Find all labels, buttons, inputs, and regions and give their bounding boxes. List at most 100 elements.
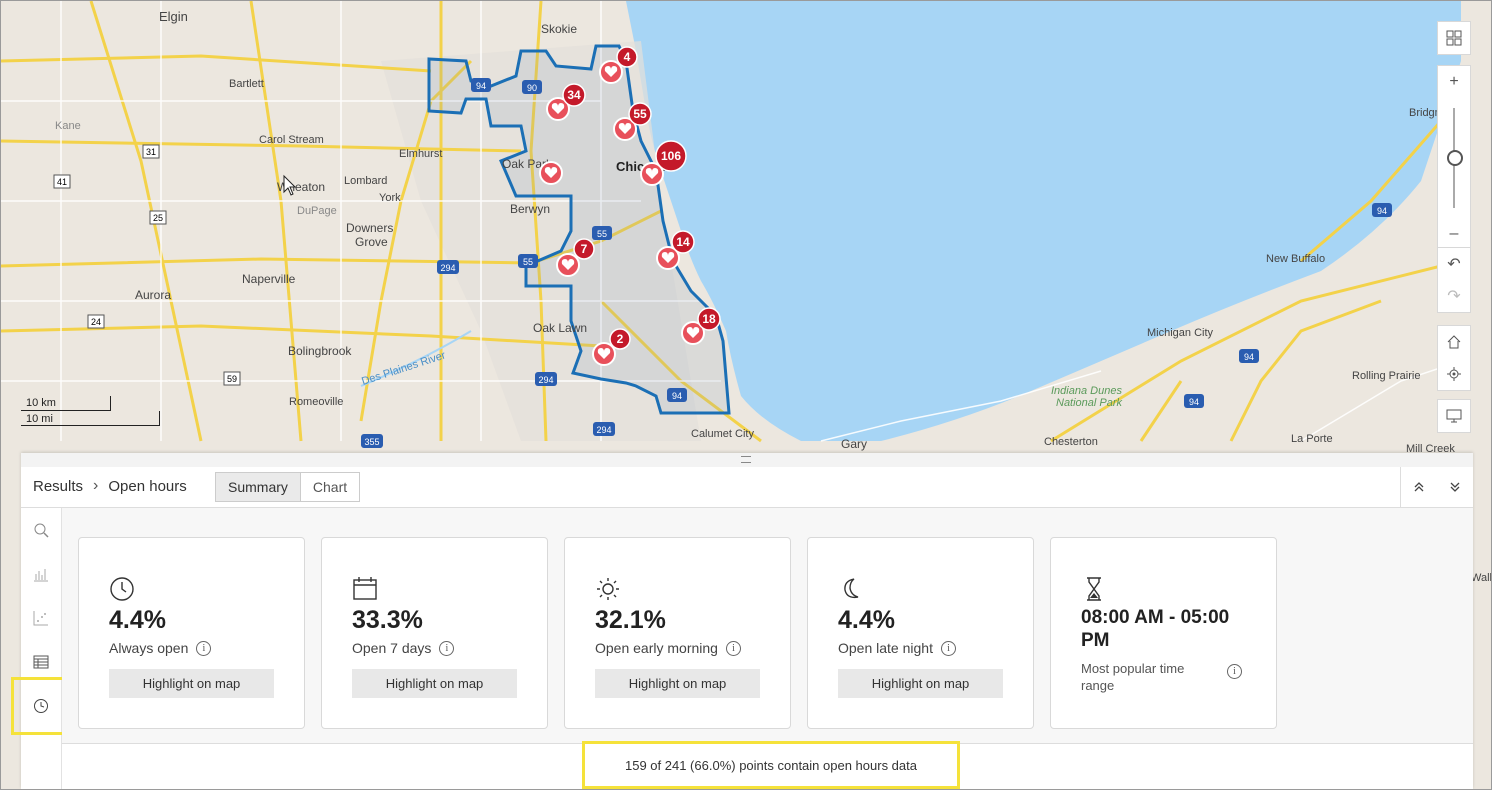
breadcrumb-results[interactable]: Results [33,477,84,495]
grid-icon[interactable] [1438,22,1470,54]
svg-text:Bridgm: Bridgm [1409,107,1444,119]
svg-text:94: 94 [672,391,682,401]
svg-text:294: 294 [440,263,455,273]
info-icon[interactable]: i [1227,664,1242,679]
card-open-7-days: 33.3% Open 7 days i Highlight on map [321,537,548,729]
tab-chart[interactable]: Chart [312,479,348,495]
cluster-badge: 106 [655,140,687,172]
svg-text:Oak Park: Oak Park [502,157,553,171]
moon-icon [838,576,864,607]
lake-michigan [626,1,1461,441]
cluster-badges[interactable]: 4 34 55 106 14 7 18 2 [562,46,721,350]
svg-text:90: 90 [527,83,537,93]
svg-text:18: 18 [702,312,716,326]
svg-text:94: 94 [476,81,486,91]
results-panel: Results › Open hours Summary Chart [11,453,1473,789]
svg-text:La Porte: La Porte [1291,433,1333,445]
highlight-button[interactable]: Highlight on map [352,669,517,698]
card-label: Open 7 days i [352,640,455,656]
card-always-open: 4.4% Always open i Highlight on map [78,537,305,729]
card-value: 4.4% [838,606,895,634]
cluster-badge: 7 [573,238,595,260]
scale-mi: 10 mi [21,411,160,426]
svg-text:Naperville: Naperville [242,272,296,286]
cluster-badge: 14 [671,230,695,254]
navigation-control [1437,325,1471,391]
info-icon[interactable]: i [940,640,956,656]
grip-icon [741,456,751,463]
clock-icon [109,576,135,607]
svg-text:94: 94 [1244,352,1254,362]
svg-text:Skokie: Skokie [541,22,577,36]
open-hours-coverage-text: 159 of 241 (66.0%) points contain open h… [582,741,960,789]
svg-text:94: 94 [1377,206,1387,216]
card-value: 32.1% [595,606,666,634]
hourglass-icon [1081,576,1107,607]
screen-control [1437,399,1471,433]
collapse-down-icon[interactable] [1437,467,1473,507]
panel-header: Results › Open hours Summary Chart [21,467,1473,508]
svg-text:14: 14 [676,235,690,249]
svg-text:Walke: Walke [1471,572,1492,584]
cluster-badge: 4 [616,46,638,68]
card-open-early-morning: 32.1% Open early morning i Highlight on m… [564,537,791,729]
zoom-slider[interactable] [1438,98,1470,218]
clock-icon[interactable] [21,684,61,728]
card-label: Always open i [109,640,212,656]
zoom-control: + – [1437,65,1471,251]
breadcrumb: Results › Open hours [33,477,187,495]
cluster-badge: 2 [609,328,631,350]
table-icon[interactable] [21,640,61,684]
svg-text:94: 94 [1189,397,1199,407]
info-icon[interactable]: i [725,640,741,656]
card-popular-time-range: 08:00 AM - 05:00 PM Most popular time ra… [1050,537,1277,729]
svg-text:Indiana Dunes: Indiana Dunes [1051,385,1122,397]
collapse-up-icon[interactable] [1401,467,1437,507]
scatter-icon[interactable] [21,596,61,640]
basemap-gallery-control[interactable] [1437,21,1471,55]
svg-text:25: 25 [153,213,163,223]
svg-text:Michigan City: Michigan City [1147,327,1214,339]
svg-text:31: 31 [146,147,156,157]
breadcrumb-current: Open hours [108,477,187,495]
info-icon[interactable]: i [196,640,212,656]
undo-icon[interactable]: ↶ [1447,256,1461,273]
panel-actions [1400,467,1473,507]
svg-text:Romeoville: Romeoville [289,396,343,408]
svg-text:Downers: Downers [346,221,393,235]
summary-content: 4.4% Always open i Highlight on map 33.3%… [62,508,1473,789]
scale-bar: 10 km 10 mi [21,396,160,426]
search-analysis-icon[interactable] [21,508,61,552]
mouse-cursor [283,174,297,196]
bar-chart-icon[interactable] [21,552,61,596]
redo-icon[interactable]: ↷ [1447,288,1461,305]
svg-text:New Buffalo: New Buffalo [1266,253,1325,265]
svg-text:55: 55 [597,229,607,239]
svg-text:59: 59 [227,374,237,384]
resize-handle[interactable] [21,453,1473,468]
home-icon[interactable] [1438,326,1470,358]
screen-icon[interactable] [1438,400,1470,432]
card-value: 33.3% [352,606,423,634]
info-icon[interactable]: i [439,640,455,656]
view-tabs: Summary Chart [215,472,361,502]
zoom-in-icon[interactable]: + [1449,73,1459,90]
svg-text:Berwyn: Berwyn [510,202,550,216]
heart-markers[interactable] [539,60,705,366]
sun-icon [595,576,621,607]
svg-text:Elmhurst: Elmhurst [399,148,442,160]
chevron-right-icon: › [93,477,99,494]
panel-footer: 159 of 241 (66.0%) points contain open h… [62,741,1473,789]
highlight-button[interactable]: Highlight on map [595,669,760,698]
cluster-badge: 55 [628,102,652,126]
highlight-button[interactable]: Highlight on map [109,669,274,698]
tab-summary[interactable]: Summary [216,473,301,501]
results-sidebar [21,508,62,789]
card-open-late-night: 4.4% Open late night i Highlight on map [807,537,1034,729]
locate-icon[interactable] [1438,358,1470,390]
highlight-button[interactable]: Highlight on map [838,669,1003,698]
svg-text:Calumet City: Calumet City [691,428,754,440]
cluster-badge: 18 [697,307,721,331]
zoom-out-icon[interactable]: – [1449,225,1459,242]
